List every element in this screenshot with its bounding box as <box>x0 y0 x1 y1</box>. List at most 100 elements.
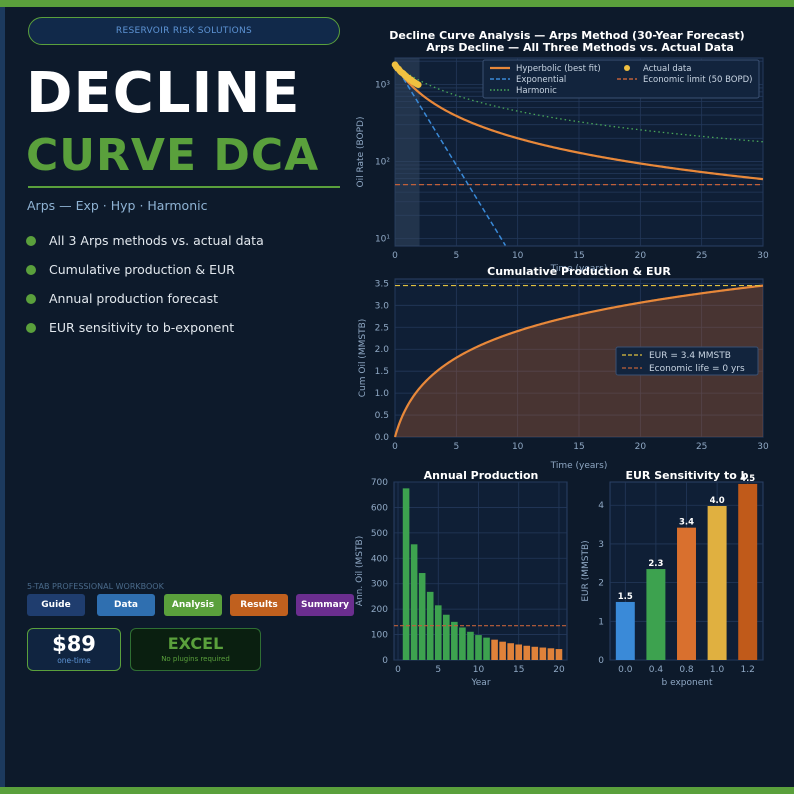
legend-label: EUR = 3.4 MMSTB <box>649 351 731 361</box>
annual-bar <box>467 631 474 660</box>
bottom-accent-bar <box>0 787 794 794</box>
x-axis-label: Year <box>470 678 490 688</box>
cumulative-area <box>395 285 763 437</box>
y-tick-label: 600 <box>371 503 388 513</box>
excel-badge: EXCEL No plugins required <box>130 628 261 671</box>
y-tick-label: 4 <box>598 501 604 511</box>
top-accent-bar <box>0 0 794 7</box>
annual-bar <box>459 627 466 660</box>
feature-item: EUR sensitivity to b-exponent <box>26 313 264 342</box>
price-subtext: one-time <box>57 656 91 665</box>
legend-label: Economic limit (50 BOPD) <box>643 75 752 85</box>
bullet-dot-icon <box>26 322 36 333</box>
headline-line-1: DECLINE <box>26 61 301 126</box>
subtitle: Arps — Exp · Hyp · Harmonic <box>27 198 208 213</box>
annual-bar <box>434 605 442 660</box>
y-tick-label: 2.0 <box>375 345 390 355</box>
y-tick-label: 200 <box>371 605 388 615</box>
cumulative-line <box>393 284 764 438</box>
brand-label: RESERVOIR RISK SOLUTIONS <box>115 26 253 36</box>
annual-bar <box>507 643 514 660</box>
annual-bar <box>515 644 523 660</box>
tab-data[interactable]: Data <box>97 594 155 616</box>
x-axis-label: b exponent <box>662 678 713 688</box>
feature-text: Annual production forecast <box>49 291 219 306</box>
price-badge[interactable]: $89 one-time <box>27 628 121 671</box>
actual-data-point <box>415 81 422 89</box>
annual-bar <box>499 641 506 660</box>
y-tick-label: 10³ <box>375 80 390 90</box>
y-tick-label: 300 <box>371 580 388 590</box>
y-axis-label: EUR (MMSTB) <box>581 540 591 601</box>
annual-bar <box>547 648 555 660</box>
headline-divider <box>28 186 340 188</box>
y-axis-label: Ann. Oil (MSTB) <box>355 536 365 606</box>
annual-bar <box>402 488 410 660</box>
hyperbolic-line <box>394 64 764 181</box>
workbook-label: 5-TAB PROFESSIONAL WORKBOOK <box>27 582 164 591</box>
harmonic-line <box>394 64 764 143</box>
chart-title: Decline Curve Analysis — Arps Method (30… <box>389 29 744 42</box>
annual-bar <box>451 621 458 660</box>
y-tick-label: 3 <box>598 540 604 550</box>
y-tick-label: 0.0 <box>375 433 390 443</box>
x-tick-label: 0.8 <box>679 665 694 675</box>
sensitivity-bar <box>677 527 696 660</box>
sensitivity-bar <box>615 601 635 660</box>
x-tick-label: 5 <box>453 442 459 452</box>
bullet-dot-icon <box>26 293 36 304</box>
x-tick-label: 15 <box>573 251 584 261</box>
y-tick-label: 700 <box>371 478 388 488</box>
sensitivity-bar <box>738 483 758 660</box>
x-tick-label: 25 <box>696 251 707 261</box>
x-tick-label: 10 <box>512 442 524 452</box>
x-tick-label: 0 <box>392 442 398 452</box>
x-tick-label: 1.0 <box>710 665 725 675</box>
x-tick-label: 15 <box>513 665 524 675</box>
bar-value-label: 3.4 <box>679 518 694 528</box>
annual-bar <box>539 647 547 660</box>
bullet-dot-icon <box>26 264 36 275</box>
y-tick-label: 500 <box>371 529 388 539</box>
x-tick-label: 20 <box>635 251 647 261</box>
x-tick-label: 0.4 <box>649 665 664 675</box>
x-axis-label: Time (years) <box>550 264 608 274</box>
x-tick-label: 0 <box>392 251 398 261</box>
feature-text: Cumulative production & EUR <box>49 262 235 277</box>
x-tick-label: 5 <box>453 251 459 261</box>
x-tick-label: 0 <box>395 665 401 675</box>
legend-box <box>615 346 759 376</box>
chart-subtitle: Arps Decline — All Three Methods vs. Act… <box>426 41 734 54</box>
annual-bar <box>491 639 498 660</box>
price-value: $89 <box>52 632 96 656</box>
y-tick-label: 0.5 <box>375 411 389 421</box>
headline-line-2: CURVE DCA <box>26 130 320 181</box>
tab-guide[interactable]: Guide <box>27 594 85 616</box>
tab-results[interactable]: Results <box>230 594 288 616</box>
annual-bar <box>531 646 539 660</box>
bullet-dot-icon <box>26 235 36 246</box>
x-tick-label: 5 <box>435 665 441 675</box>
excel-subtext: No plugins required <box>161 655 230 663</box>
annual-bar <box>443 614 450 660</box>
annual-bar <box>410 544 418 660</box>
y-tick-label: 3.0 <box>375 301 390 311</box>
x-tick-label: 20 <box>553 665 565 675</box>
sensitivity-bar <box>707 505 727 660</box>
legend-label: Hyperbolic (best fit) <box>516 64 601 74</box>
annual-bar <box>555 649 563 660</box>
tab-summary[interactable]: Summary <box>296 594 354 616</box>
bar-value-label: 4.5 <box>740 474 755 484</box>
bar-value-label: 4.0 <box>710 496 725 506</box>
bar-value-label: 1.5 <box>618 592 633 602</box>
annual-bar <box>523 645 531 660</box>
legend-label: Economic life = 0 yrs <box>649 364 745 374</box>
y-tick-label: 10² <box>375 157 390 167</box>
x-tick-label: 25 <box>696 442 707 452</box>
tab-analysis[interactable]: Analysis <box>164 594 222 616</box>
exponential-line <box>394 64 507 246</box>
y-tick-label: 3.5 <box>375 279 389 289</box>
chart-title: EUR Sensitivity to b <box>625 469 748 482</box>
x-tick-label: 15 <box>573 442 584 452</box>
